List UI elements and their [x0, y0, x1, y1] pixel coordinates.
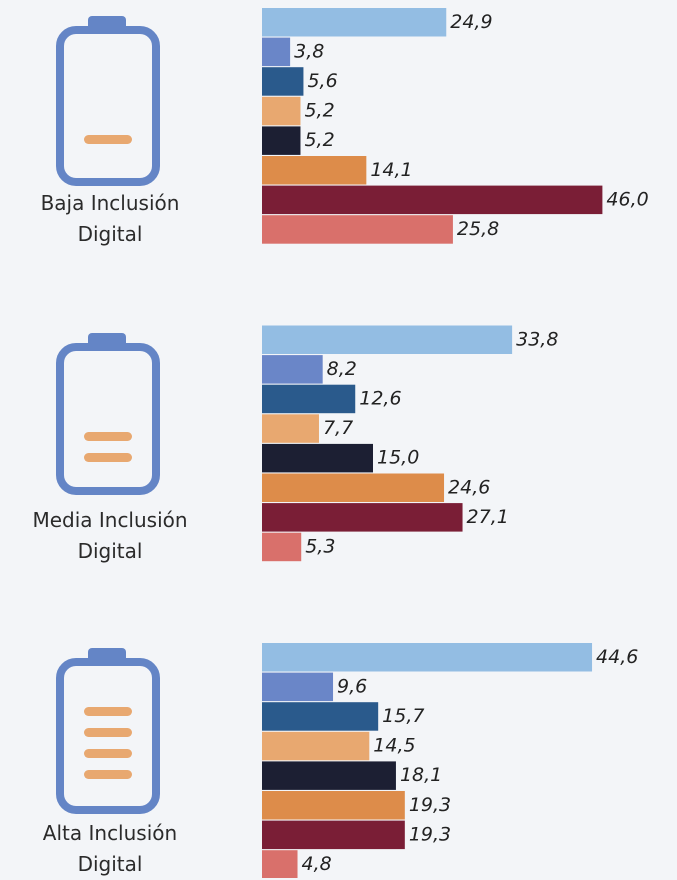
bar	[262, 761, 396, 790]
value-label: 5,6	[307, 70, 337, 92]
value-label: 3,8	[294, 40, 324, 62]
group-label: Alta Inclusión Digital	[42, 821, 178, 876]
bar	[262, 355, 323, 384]
value-label: 24,9	[450, 11, 492, 33]
bar	[262, 215, 453, 244]
value-label: 25,8	[457, 218, 499, 240]
group-label: Baja Inclusión Digital	[40, 191, 180, 246]
group-label: Media Inclusión Digital	[32, 508, 188, 563]
bar	[262, 414, 319, 443]
bar	[262, 672, 334, 702]
value-label: 5,2	[304, 129, 334, 151]
value-label: 5,3	[305, 535, 335, 557]
bar	[262, 185, 603, 215]
value-label: 18,1	[400, 764, 442, 786]
bar	[262, 820, 405, 850]
value-label: 8,2	[327, 358, 357, 380]
value-label: 19,3	[409, 823, 451, 845]
bar	[262, 96, 301, 126]
bar	[262, 473, 445, 502]
bar	[262, 126, 301, 155]
bar	[262, 850, 298, 878]
bar	[262, 443, 373, 473]
value-label: 46,0	[606, 188, 648, 210]
battery-low	[56, 16, 160, 186]
value-label: 33,8	[516, 328, 558, 350]
value-label: 15,7	[382, 705, 424, 727]
value-label: 9,6	[337, 675, 367, 697]
value-label: 12,6	[359, 387, 401, 409]
value-label: 44,6	[596, 646, 638, 668]
bar	[262, 503, 463, 532]
value-label: 27,1	[467, 506, 509, 528]
bar	[262, 67, 304, 96]
bar	[262, 156, 367, 185]
value-label: 19,3	[409, 794, 451, 816]
value-label: 14,1	[370, 159, 412, 181]
bar	[262, 643, 593, 672]
bar	[262, 37, 291, 67]
bar	[262, 8, 447, 37]
value-label: 14,5	[373, 735, 415, 757]
value-label: 15,0	[377, 447, 419, 469]
battery-medium	[56, 333, 160, 495]
bar	[262, 791, 405, 820]
value-label: 4,8	[302, 853, 332, 875]
battery-high	[56, 648, 160, 814]
value-label: 7,7	[323, 417, 353, 439]
bar	[262, 384, 356, 414]
bar	[262, 731, 370, 761]
bar	[262, 325, 513, 354]
value-label: 24,6	[448, 476, 490, 498]
bar	[262, 532, 302, 562]
value-label: 5,2	[304, 100, 334, 122]
bar	[262, 702, 379, 731]
